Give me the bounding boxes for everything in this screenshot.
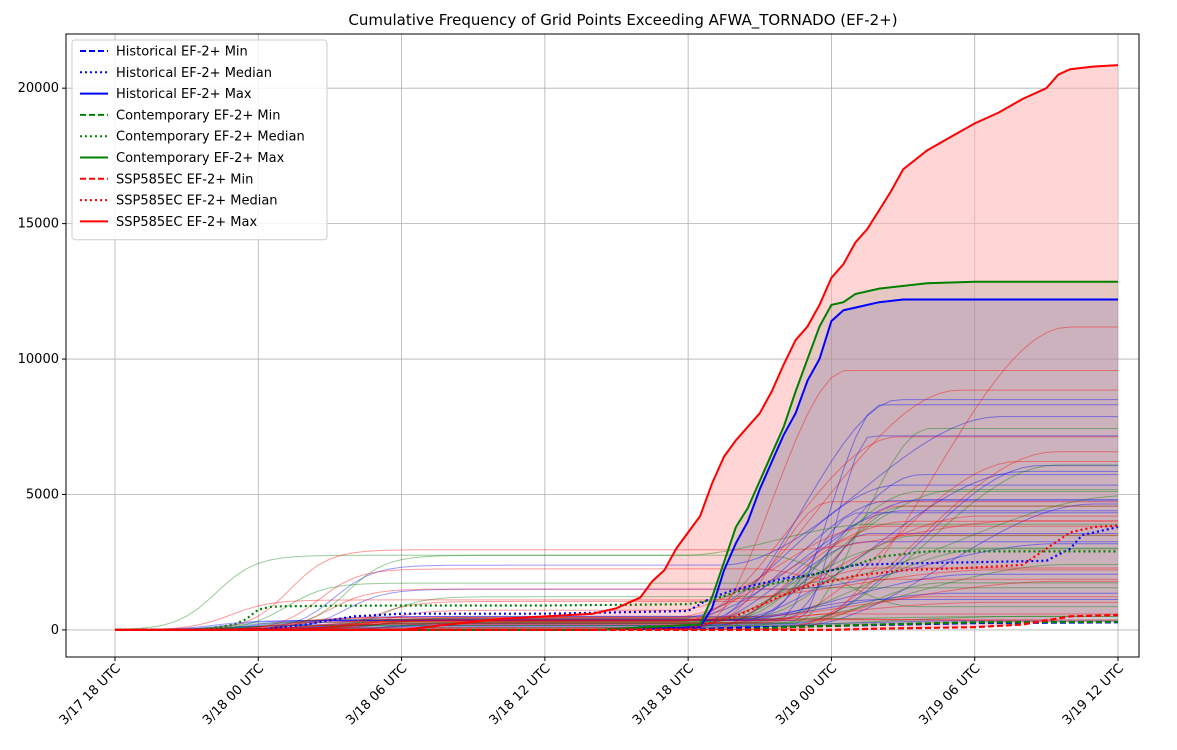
ensemble-member-line (115, 543, 1118, 631)
x-tick-label: 3/19 12 UTC (1060, 661, 1127, 728)
historical-envelope (115, 299, 1118, 630)
series-line-8 (115, 64, 1119, 631)
fill-layer (115, 65, 1118, 630)
ensemble-member-line (115, 503, 1118, 631)
ensemble-member-line (115, 399, 1118, 631)
y-tick-label: 0 (51, 623, 59, 638)
ensemble-member-line (115, 569, 1118, 631)
ensemble-member-line (115, 601, 1118, 631)
legend-box (71, 39, 328, 241)
series-line-2 (115, 298, 1118, 631)
ensemble-member-line (115, 580, 1118, 631)
ensemble-member-line (115, 404, 1118, 631)
x-tick-label: 3/19 06 UTC (917, 661, 984, 728)
ensemble-member-line (115, 510, 1118, 631)
contemporary-envelope (115, 281, 1118, 630)
ensemble-member-line (115, 599, 1118, 631)
series-lines (115, 64, 1119, 631)
ensemble-member-line (115, 568, 1118, 631)
x-tick-label: 3/18 06 UTC (343, 661, 410, 728)
ensemble-member-line (115, 541, 1118, 631)
ensemble-member-line (115, 620, 1118, 631)
ensemble-member-line (115, 416, 1118, 631)
legend-label: SSP585EC EF-2+ Max (116, 215, 257, 230)
ensemble-member-line (115, 592, 1118, 631)
series-line-6 (115, 613, 1119, 631)
ensemble-member-line (115, 436, 1118, 631)
ensemble-member-line (115, 554, 1118, 631)
ensemble-member-line (115, 520, 1118, 631)
legend-label: Contemporary EF-2+ Median (116, 130, 305, 145)
legend-label: Historical EF-2+ Median (116, 66, 272, 81)
plot-frame (65, 33, 1140, 658)
ensemble-member-line (115, 495, 1119, 631)
ensemble-member-line (114, 523, 1118, 630)
legend-label: SSP585EC EF-2+ Median (116, 194, 278, 209)
legend: Historical EF-2+ Min Historical EF-2+ Med… (71, 39, 328, 241)
y-tick-label: 5000 (26, 487, 59, 502)
series-line-4 (115, 550, 1118, 631)
ssp585ec-envelope (115, 65, 1118, 630)
ensemble-member-line (115, 474, 1118, 631)
ensemble-member-line (115, 564, 1118, 631)
ensemble-member-line (115, 505, 1118, 631)
ensemble-member-line (115, 491, 1118, 631)
ensemble-member-line (115, 582, 1118, 631)
ensemble-member-line (115, 520, 1118, 631)
legend-label: Historical EF-2+ Max (116, 87, 252, 102)
ensemble-member-line (115, 464, 1118, 631)
ensemble-member-line (115, 435, 1118, 631)
y-tick-label: 10000 (18, 352, 59, 367)
legend-label: Contemporary EF-2+ Max (116, 151, 285, 166)
ensemble-member-line (115, 618, 1118, 631)
y-tick-label: 15000 (18, 217, 59, 232)
x-tick-label: 3/18 12 UTC (487, 661, 554, 728)
y-tick-label: 20000 (18, 81, 59, 96)
legend-label: Contemporary EF-2+ Min (116, 108, 280, 123)
x-tick-label: 3/18 00 UTC (200, 661, 267, 728)
ensemble-member-line (115, 470, 1118, 631)
series-line-7 (115, 524, 1119, 631)
ensemble-member-line (115, 461, 1118, 631)
x-tick-label: 3/18 18 UTC (630, 661, 697, 728)
x-tick-label: 3/19 00 UTC (773, 661, 840, 728)
chart-title: Cumulative Frequency of Grid Points Exce… (348, 11, 897, 30)
legend-label: SSP585EC EF-2+ Min (116, 172, 253, 187)
ensemble-member-line (115, 547, 1118, 631)
legend-label: Historical EF-2+ Min (116, 45, 248, 60)
x-tick-label: 3/17 18 UTC (57, 661, 124, 728)
series-line-5 (115, 280, 1118, 631)
